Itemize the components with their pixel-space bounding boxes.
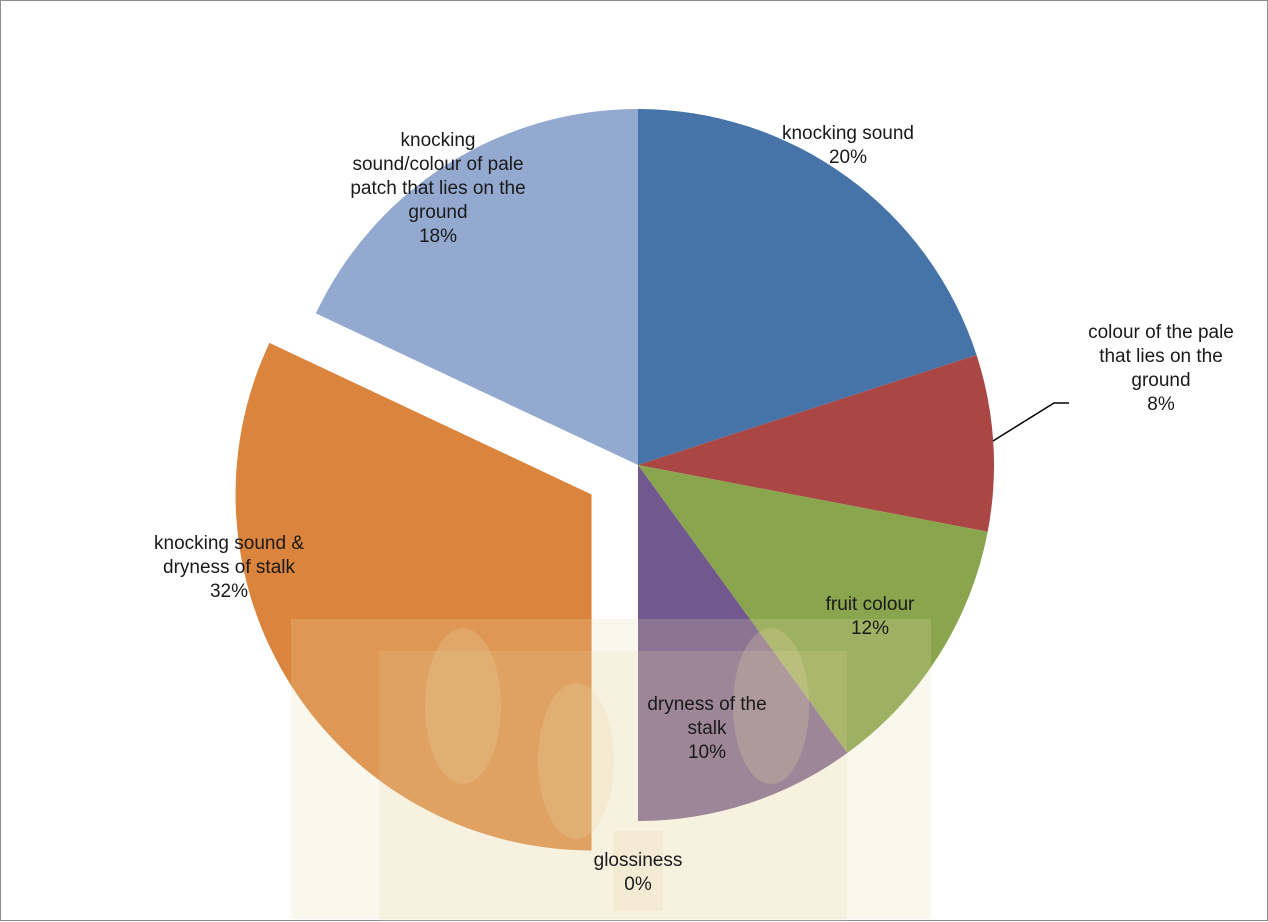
pie-slice [638,465,848,821]
slice-labels: knocking sound 20% colour of the pale that … [154,123,1234,895]
watermark-trunk [613,831,663,911]
pie-slice [235,342,592,851]
slice-label: dryness of the stalk 10% [647,694,766,763]
watermark-logo [291,619,931,921]
pie-slice [315,109,638,465]
slice-label: knocking sound/colour of pale patch that l… [350,130,525,247]
watermark-leaf [425,628,501,784]
watermark-leaf [733,628,809,784]
slice-label: fruit colour 12% [826,594,915,639]
slice-label: colour of the pale that lies on the ground… [1088,322,1234,415]
watermark-leaf [538,683,614,839]
slice-label: glossiness 0% [594,850,683,895]
leader-line [992,402,1069,442]
pie-slice [638,465,988,754]
pie-slices [235,109,994,851]
slice-label: knocking sound & dryness of stalk 32% [154,533,304,602]
watermark-band [291,619,931,919]
watermark-panel [379,651,847,921]
leader-lines [992,402,1069,442]
pie-slice [638,354,994,532]
slice-label: knocking sound 20% [782,123,914,168]
pie-slice [638,109,977,465]
